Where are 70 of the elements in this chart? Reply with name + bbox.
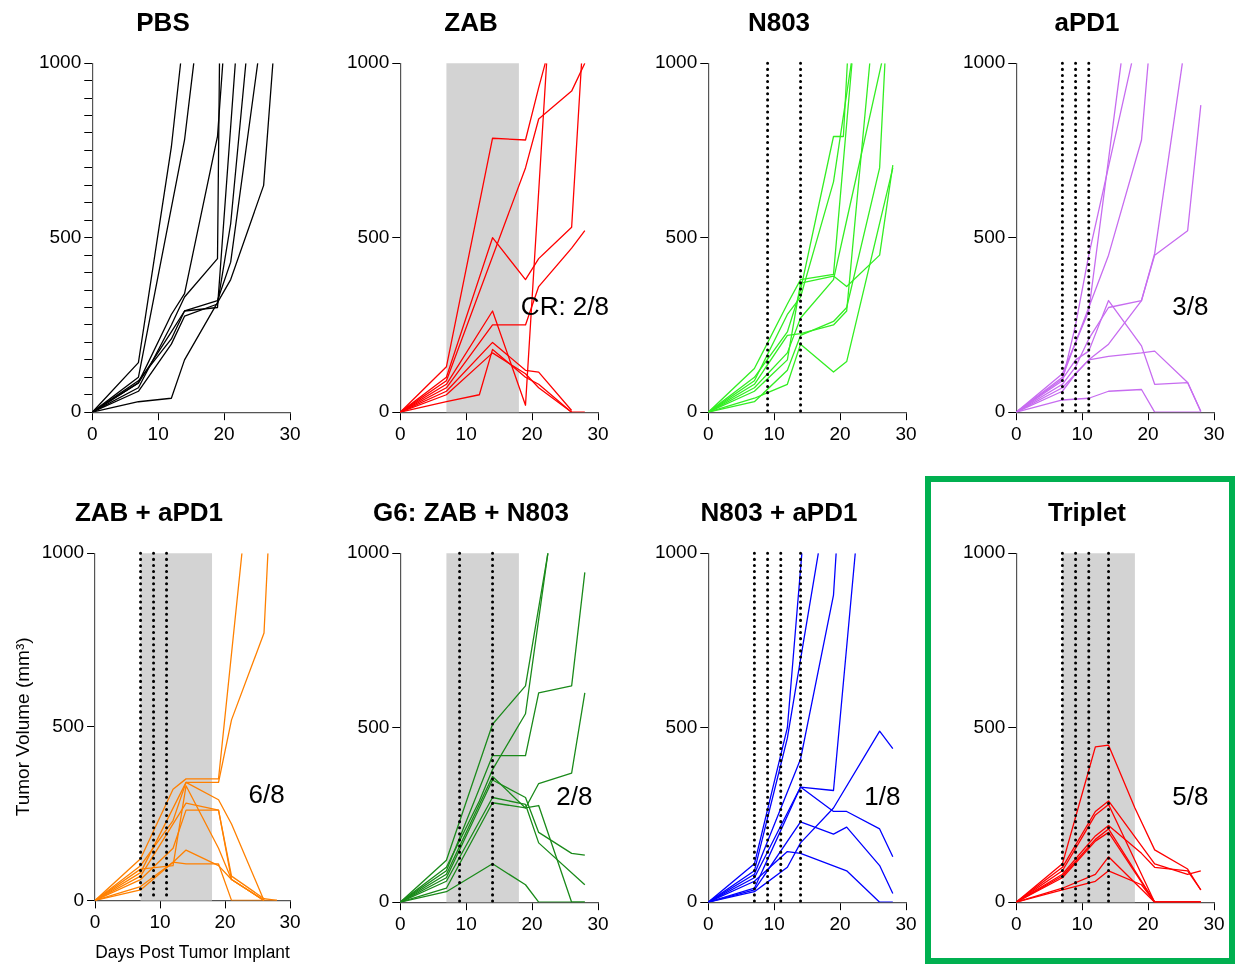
y-tick-label: 0 [378,400,390,422]
x-tick-label: 30 [587,422,609,444]
x-tick-label: 20 [1137,912,1159,934]
annotation: 3/8 [1172,290,1209,321]
y-tick-label: 0 [73,888,85,910]
y-tick-label: 0 [994,890,1006,912]
x-tick-label: 10 [455,912,477,934]
y-tick-label: 1000 [41,541,85,563]
y-axis-title: Tumor Volume (mm³) [11,637,33,817]
chart-title: ZAB + aPD1 [74,496,224,527]
annotation: 6/8 [248,779,285,810]
x-tick-label: 10 [149,911,171,933]
chart-title: N803 [747,6,811,37]
y-tick-label: 500 [973,225,1006,247]
y-tick-label: 500 [973,715,1006,737]
annotation: 5/8 [1172,780,1209,811]
y-tick-label: 500 [357,715,390,737]
x-tick-label: 30 [895,422,917,444]
x-tick-label: 30 [279,422,301,444]
x-tick-label: 0 [394,422,406,444]
x-tick-label: 30 [1203,422,1225,444]
chart-title: PBS [136,6,190,37]
x-tick-label: 0 [1010,422,1022,444]
x-axis-title: Days Post Tumor Implant [95,941,290,963]
x-tick-label: 0 [702,422,714,444]
y-tick-label: 0 [70,400,82,422]
x-tick-label: 20 [521,422,543,444]
x-tick-label: 10 [1071,422,1093,444]
y-tick-label: 500 [49,225,82,247]
x-tick-label: 0 [89,911,101,933]
annotation: 1/8 [864,780,901,811]
y-tick-label: 1000 [346,541,390,563]
y-tick-label: 0 [686,890,698,912]
y-tick-label: 1000 [962,51,1006,73]
x-tick-label: 20 [213,422,235,444]
annotation: 2/8 [556,780,593,811]
x-tick-label: 20 [829,422,851,444]
x-tick-label: 10 [763,912,785,934]
x-tick-label: 30 [279,911,301,933]
y-tick-label: 0 [994,400,1006,422]
y-tick-label: 1000 [654,51,698,73]
x-tick-label: 0 [1010,912,1022,934]
x-tick-label: 0 [702,912,714,934]
chart-title: Triplet [1047,496,1127,527]
x-tick-label: 20 [521,912,543,934]
y-tick-label: 1000 [346,51,390,73]
x-tick-label: 10 [455,422,477,444]
x-tick-label: 30 [1203,912,1225,934]
y-tick-label: 500 [357,225,390,247]
y-tick-label: 1000 [38,51,82,73]
x-tick-label: 30 [587,912,609,934]
chart-title: aPD1 [1054,6,1120,37]
y-tick-label: 500 [52,715,85,737]
chart-title: G6: ZAB + N803 [373,496,569,527]
y-tick-label: 500 [665,715,698,737]
x-tick-label: 20 [214,911,236,933]
y-tick-label: 500 [665,225,698,247]
chart-title: ZAB [444,6,498,37]
x-tick-label: 30 [895,912,917,934]
y-tick-label: 1000 [962,541,1006,563]
chart-title: N803 + aPD1 [700,496,858,527]
y-tick-label: 1000 [654,541,698,563]
x-tick-label: 20 [829,912,851,934]
x-tick-label: 10 [1071,912,1093,934]
y-tick-label: 0 [686,400,698,422]
x-tick-label: 20 [1137,422,1159,444]
x-tick-label: 10 [763,422,785,444]
x-tick-label: 10 [147,422,169,444]
y-tick-label: 0 [378,890,390,912]
x-tick-label: 0 [394,912,406,934]
